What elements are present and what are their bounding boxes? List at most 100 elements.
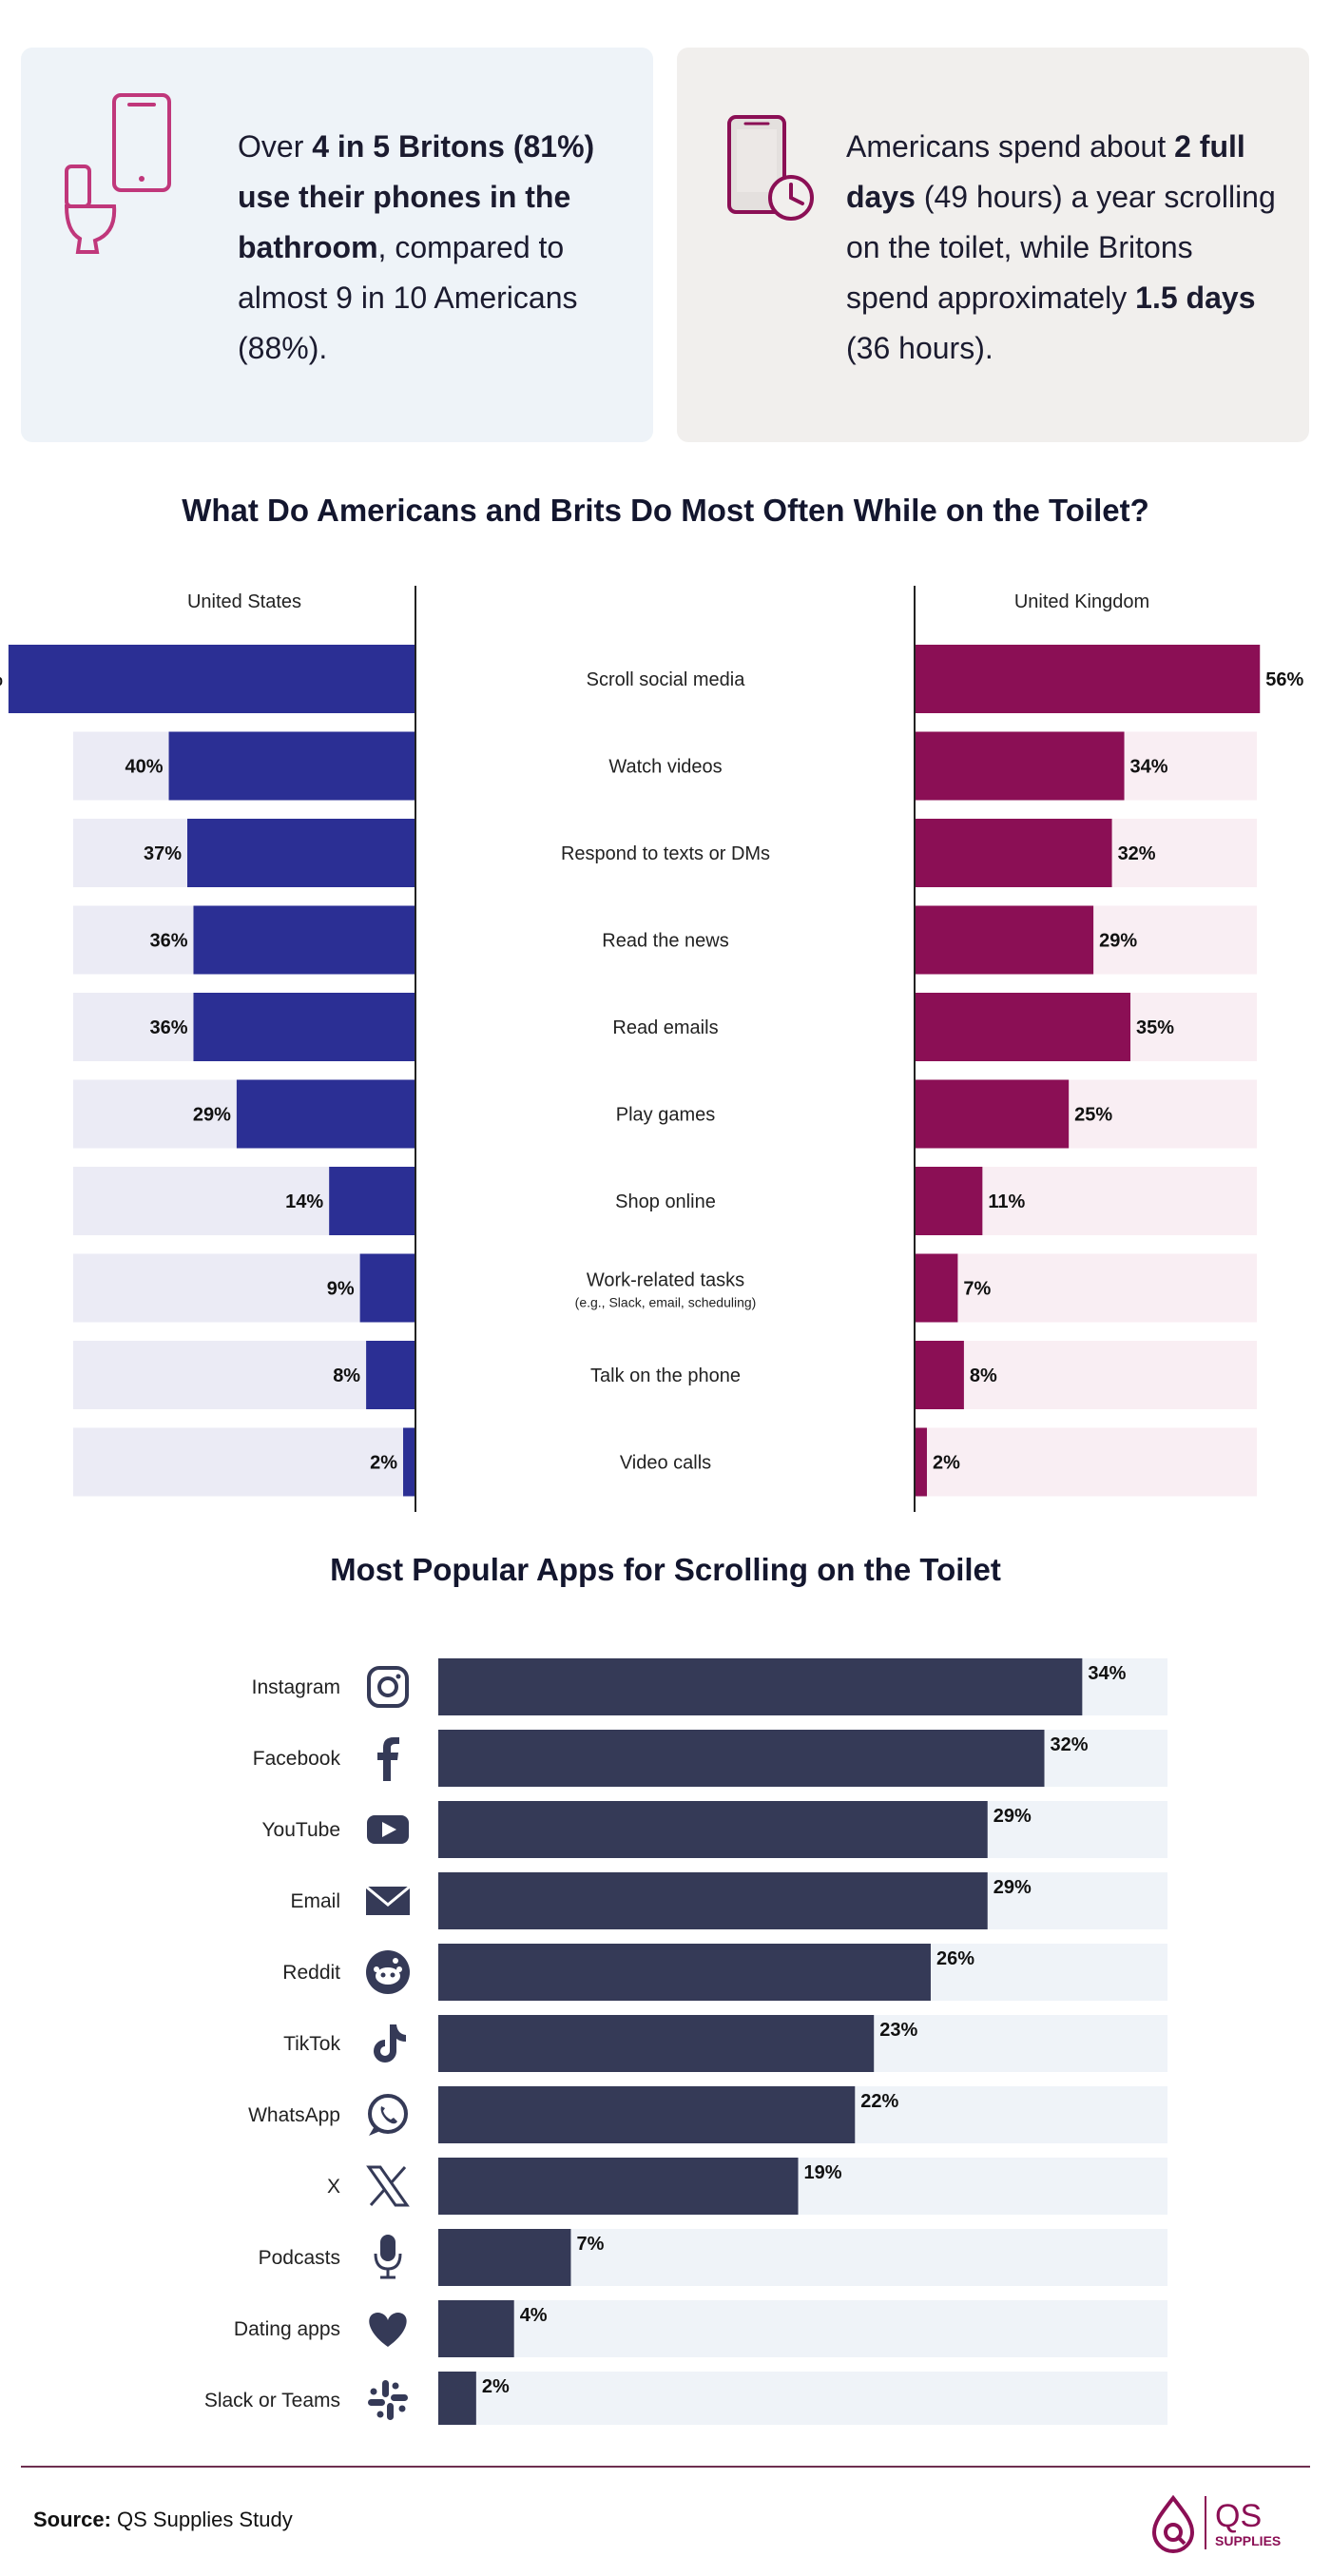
- category-label: Respond to texts or DMs: [561, 843, 770, 864]
- us-value-label: 36%: [149, 1017, 187, 1038]
- us-value-label: 29%: [193, 1105, 231, 1126]
- app-category-label: Facebook: [253, 1748, 341, 1770]
- uk-value-label: 32%: [1118, 843, 1156, 864]
- stat-text-scroll-time: Americans spend about 2 full days (49 ho…: [846, 129, 1276, 365]
- uk-value-label: 7%: [963, 1279, 991, 1300]
- uk-value-label: 56%: [1265, 669, 1303, 690]
- stat-card-scroll-time: Americans spend about 2 full days (49 ho…: [677, 48, 1309, 442]
- reddit-icon: [366, 1950, 410, 1994]
- us-bar: [193, 993, 415, 1061]
- category-label: Scroll social media: [587, 669, 746, 690]
- app-bar: [438, 2229, 571, 2286]
- uk-bar: [915, 1079, 1070, 1149]
- heart-icon: [369, 2313, 407, 2347]
- uk-value-label: 34%: [1130, 757, 1168, 778]
- app-value-label: 34%: [1088, 1663, 1126, 1684]
- category-label: Play games: [616, 1105, 716, 1126]
- instagram-icon: [367, 1666, 409, 1708]
- app-category-label: YouTube: [261, 1819, 340, 1841]
- email-icon: [365, 1885, 411, 1915]
- uk-bar: [915, 1253, 958, 1323]
- app-category-label: Podcasts: [259, 2247, 340, 2269]
- app-value-label: 29%: [993, 1806, 1032, 1827]
- app-bar: [438, 2086, 856, 2143]
- app-bar: [438, 2372, 476, 2425]
- app-track: [438, 2372, 1167, 2425]
- facebook-icon: [377, 1737, 399, 1781]
- category-label: Watch videos: [608, 757, 722, 778]
- logo-text-supplies: SUPPLIES: [1215, 2533, 1281, 2548]
- app-category-label: WhatsApp: [248, 2104, 340, 2126]
- app-bar: [438, 1730, 1045, 1787]
- whatsapp-icon: [368, 2094, 408, 2136]
- series-label-uk: United Kingdom: [1014, 591, 1149, 612]
- app-value-label: 22%: [860, 2091, 898, 2112]
- category-label: Read the news: [602, 931, 728, 952]
- app-category-label: Slack or Teams: [204, 2390, 340, 2411]
- uk-value-label: 25%: [1074, 1105, 1112, 1126]
- us-value-label: 40%: [125, 757, 164, 778]
- qs-supplies-logo: QS SUPPLIES: [1151, 2494, 1281, 2553]
- app-bar: [438, 1872, 988, 1929]
- series-label-us: United States: [187, 591, 301, 612]
- uk-bar: [915, 905, 1094, 975]
- stat-card-phones: Over 4 in 5 Britons (81%) use their phon…: [21, 48, 653, 442]
- app-bar: [438, 2300, 514, 2357]
- app-value-label: 7%: [576, 2234, 604, 2255]
- app-value-label: 32%: [1051, 1734, 1089, 1755]
- us-bar: [403, 1427, 415, 1497]
- us-value-label: 14%: [285, 1191, 323, 1212]
- footer-divider: [21, 2466, 1310, 2468]
- us-value-label: 2%: [370, 1453, 397, 1474]
- app-category-label: Email: [290, 1890, 340, 1912]
- app-value-label: 29%: [993, 1877, 1032, 1898]
- us-bar: [187, 819, 415, 887]
- app-value-label: 26%: [936, 1948, 974, 1969]
- uk-value-label: 35%: [1136, 1017, 1174, 1038]
- us-value-label: 37%: [144, 843, 182, 864]
- app-bar: [438, 1658, 1083, 1715]
- app-value-label: 2%: [482, 2376, 510, 2397]
- app-bar: [438, 2015, 875, 2072]
- microphone-icon: [374, 2235, 402, 2279]
- category-label: Shop online: [615, 1191, 716, 1212]
- uk-bar: [915, 731, 1125, 801]
- app-bar: [438, 1801, 988, 1858]
- phone-clock-icon: [727, 115, 814, 221]
- category-label: Read emails: [612, 1017, 718, 1038]
- app-category-label: TikTok: [283, 2033, 340, 2055]
- us-bar: [359, 1253, 415, 1323]
- uk-bar: [915, 1341, 964, 1409]
- uk-bar: [915, 1427, 927, 1497]
- slack-icon: [368, 2380, 408, 2420]
- logo-text-qs: QS: [1215, 2498, 1262, 2534]
- tiktok-icon: [374, 2024, 406, 2063]
- app-value-label: 19%: [804, 2162, 842, 2183]
- uk-track: [915, 1341, 1257, 1409]
- uk-value-label: 29%: [1099, 931, 1137, 952]
- us-bar: [236, 1079, 415, 1149]
- us-value-label: 36%: [149, 931, 187, 952]
- category-note: (e.g., Slack, email, scheduling): [575, 1295, 757, 1310]
- x-icon: [366, 2165, 410, 2207]
- uk-bar: [915, 819, 1112, 887]
- us-track: [73, 1427, 415, 1497]
- app-bar: [438, 1944, 931, 2001]
- stat-text-phones: Over 4 in 5 Britons (81%) use their phon…: [238, 129, 595, 365]
- us-bar: [193, 905, 415, 975]
- apps-chart: 34% Instagram 32% Facebook 29% YouTube 29% Emai…: [204, 1658, 1167, 2425]
- app-category-label: Reddit: [282, 1962, 340, 1984]
- app-bar: [438, 2158, 799, 2215]
- uk-value-label: 2%: [933, 1453, 960, 1474]
- category-label: Video calls: [620, 1453, 711, 1474]
- us-track: [73, 1341, 415, 1409]
- us-bar: [366, 1341, 415, 1409]
- uk-bar: [915, 1167, 983, 1235]
- source-note: Source: QS Supplies Study: [33, 2508, 293, 2531]
- uk-value-label: 11%: [988, 1191, 1025, 1212]
- uk-bar: [915, 645, 1261, 713]
- us-value-label: 8%: [333, 1365, 360, 1386]
- chart-title-apps: Most Popular Apps for Scrolling on the T…: [330, 1552, 1001, 1587]
- uk-value-label: 8%: [970, 1365, 997, 1386]
- phone-toilet-icon: [64, 93, 171, 254]
